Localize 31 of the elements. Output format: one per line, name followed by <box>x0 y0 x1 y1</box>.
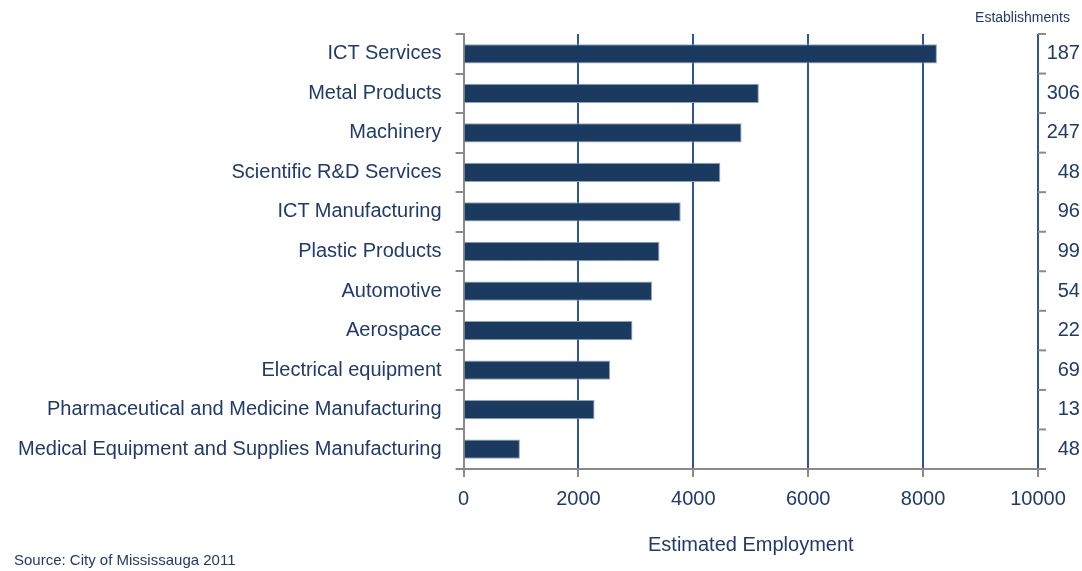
text: 54 <box>1057 278 1080 301</box>
text: 99 <box>1057 239 1080 262</box>
text: 48 <box>1057 159 1080 182</box>
y-tick-label: Scientific R&D Services <box>231 159 442 182</box>
text: 96 <box>1057 199 1080 222</box>
y-tick-label: ICT Services <box>327 41 442 64</box>
y2-axis-title: Establishments <box>975 8 1070 25</box>
x-tick-label: 0 <box>458 486 470 509</box>
x-tick-label: 2000 <box>556 486 601 509</box>
y-tick-label: Metal Products <box>308 80 442 103</box>
x-tick-label: 10000 <box>1010 486 1066 509</box>
y-tick-label: Pharmaceutical and Medicine Manufacturing <box>46 397 442 420</box>
y-tick-label: Machinery <box>349 120 442 143</box>
text: 13 <box>1057 397 1080 420</box>
text: 247 <box>1046 120 1080 143</box>
text: 48 <box>1057 436 1080 459</box>
x-tick-label: 6000 <box>785 486 831 509</box>
y-tick-label: ICT Manufacturing <box>277 199 442 222</box>
text: 187 <box>1046 41 1080 64</box>
y-tick-label: Electrical equipment <box>261 357 443 380</box>
x-tick-label: 8000 <box>900 486 946 509</box>
y-tick-label: Automotive <box>341 278 442 301</box>
text: 22 <box>1057 318 1080 341</box>
text: 69 <box>1057 357 1080 380</box>
y-tick-label: Plastic Products <box>298 239 442 262</box>
text: 306 <box>1046 80 1080 103</box>
x-axis-title: Estimated Employment <box>647 532 855 555</box>
x-tick-label: 4000 <box>671 486 716 509</box>
y-tick-label: Medical Equipment and Supplies Manufacturing <box>17 436 442 459</box>
y-tick-label: Aerospace <box>345 318 442 341</box>
source-note: Source: City of Mississauga 2011 <box>14 550 236 568</box>
